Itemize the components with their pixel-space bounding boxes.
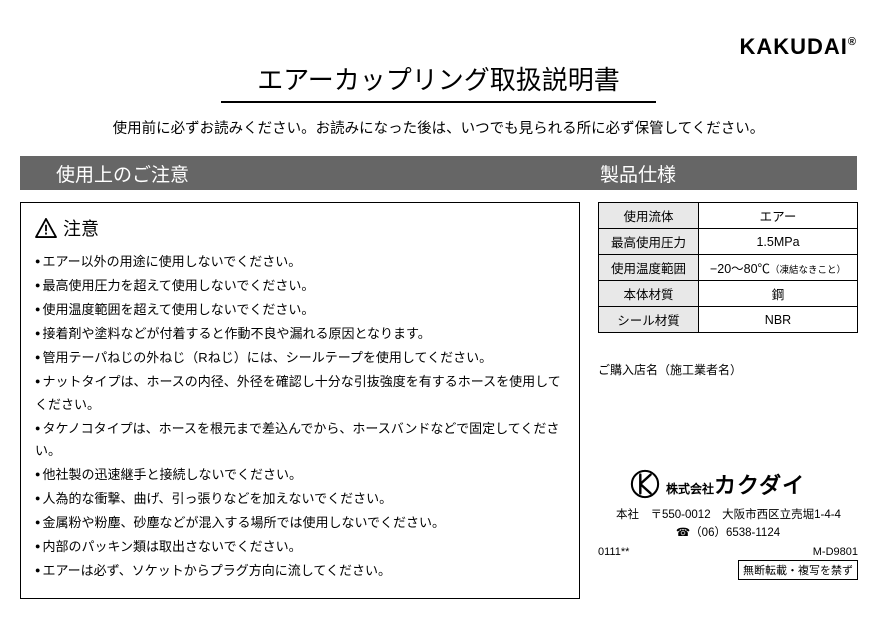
- spec-label: 使用温度範囲: [599, 255, 699, 281]
- document-title: エアーカップリング取扱説明書: [239, 60, 637, 103]
- caution-item: 他社製の迅速継手と接続しないでください。: [35, 464, 565, 486]
- company-mark-icon: [630, 469, 660, 499]
- table-row: 使用流体 エアー: [599, 203, 858, 229]
- spec-label: 本体材質: [599, 281, 699, 307]
- spec-label: 最高使用圧力: [599, 229, 699, 255]
- caution-list: エアー以外の用途に使用しないでください。 最高使用圧力を超えて使用しないでくださ…: [35, 251, 565, 582]
- section-usage-caution: 使用上のご注意: [20, 160, 600, 187]
- spec-value: 1.5MPa: [699, 229, 858, 255]
- caution-item: 管用テーパねじの外ねじ（Rねじ）には、シールテープを使用してください。: [35, 347, 565, 369]
- document-subtitle: 使用前に必ずお読みください。お読みになった後は、いつでも見られる所に必ず保管して…: [20, 117, 857, 138]
- company-prefix: 株式会社: [666, 482, 714, 496]
- caution-box: 注意 エアー以外の用途に使用しないでください。 最高使用圧力を超えて使用しないで…: [20, 202, 580, 599]
- spec-value: −20〜80℃（凍結なきこと）: [699, 255, 858, 281]
- caution-item: 金属粉や粉塵、砂塵などが混入する場所では使用しないでください。: [35, 512, 565, 534]
- spec-label: シール材質: [599, 307, 699, 333]
- spec-value: NBR: [699, 307, 858, 333]
- caution-item: 接着剤や塗料などが付着すると作動不良や漏れる原因となります。: [35, 323, 565, 345]
- company-address: 本社 〒550-0012 大阪市西区立売堀1-4-4: [616, 506, 858, 522]
- content-row: 注意 エアー以外の用途に使用しないでください。 最高使用圧力を超えて使用しないで…: [20, 202, 857, 599]
- right-column: 使用流体 エアー 最高使用圧力 1.5MPa 使用温度範囲 −20〜80℃（凍結…: [598, 202, 858, 599]
- spec-table: 使用流体 エアー 最高使用圧力 1.5MPa 使用温度範囲 −20〜80℃（凍結…: [598, 202, 858, 333]
- caution-label: 注意: [63, 215, 99, 241]
- spec-value: エアー: [699, 203, 858, 229]
- copyright-notice: 無断転載・複写を禁ず: [738, 560, 858, 580]
- brand-registered: ®: [848, 36, 857, 48]
- section-product-spec: 製品仕様: [600, 160, 676, 187]
- table-row: 使用温度範囲 −20〜80℃（凍結なきこと）: [599, 255, 858, 281]
- spec-value-main: −20〜80℃: [710, 262, 770, 276]
- caution-item: タケノコタイプは、ホースを根元まで差込んでから、ホースバンドなどで固定してくださ…: [35, 418, 565, 462]
- brand-name: KAKUDAI: [739, 34, 847, 59]
- company-tel: ☎（06）6538-1124: [598, 524, 858, 540]
- table-row: 最高使用圧力 1.5MPa: [599, 229, 858, 255]
- spec-label: 使用流体: [599, 203, 699, 229]
- footer-block: 0111** M-D9801 無断転載・複写を禁ず: [598, 546, 858, 558]
- caution-item: 人為的な衝撃、曲げ、引っ張りなどを加えないでください。: [35, 488, 565, 510]
- section-header-bar: 使用上のご注意 製品仕様: [20, 156, 857, 190]
- warning-icon: [35, 218, 57, 238]
- company-name: カクダイ: [714, 473, 805, 498]
- purchaser-label: ご購入店名（施工業者名）: [598, 361, 858, 378]
- caution-item: 最高使用圧力を超えて使用しないでください。: [35, 275, 565, 297]
- title-wrap: エアーカップリング取扱説明書: [20, 60, 857, 103]
- document-page: KAKUDAI® エアーカップリング取扱説明書 使用前に必ずお読みください。お読…: [0, 0, 877, 620]
- table-row: シール材質 NBR: [599, 307, 858, 333]
- company-block: 株式会社カクダイ 本社 〒550-0012 大阪市西区立売堀1-4-4 ☎（06…: [598, 468, 858, 540]
- company-logo: 株式会社カクダイ: [630, 468, 858, 500]
- footer-code-right: M-D9801: [813, 546, 858, 558]
- spec-value: 鋼: [699, 281, 858, 307]
- footer-code-left: 0111**: [598, 546, 629, 558]
- caution-header: 注意: [35, 215, 565, 241]
- table-row: 本体材質 鋼: [599, 281, 858, 307]
- brand-logo: KAKUDAI®: [739, 34, 857, 60]
- caution-item: 内部のパッキン類は取出さないでください。: [35, 536, 565, 558]
- caution-item: エアーは必ず、ソケットからプラグ方向に流してください。: [35, 560, 565, 582]
- caution-item: エアー以外の用途に使用しないでください。: [35, 251, 565, 273]
- spec-value-note: （凍結なきこと）: [770, 265, 846, 276]
- footer-row: 0111** M-D9801: [598, 546, 858, 558]
- caution-item: ナットタイプは、ホースの内径、外径を確認し十分な引抜強度を有するホースを使用して…: [35, 371, 565, 415]
- caution-item: 使用温度範囲を超えて使用しないでください。: [35, 299, 565, 321]
